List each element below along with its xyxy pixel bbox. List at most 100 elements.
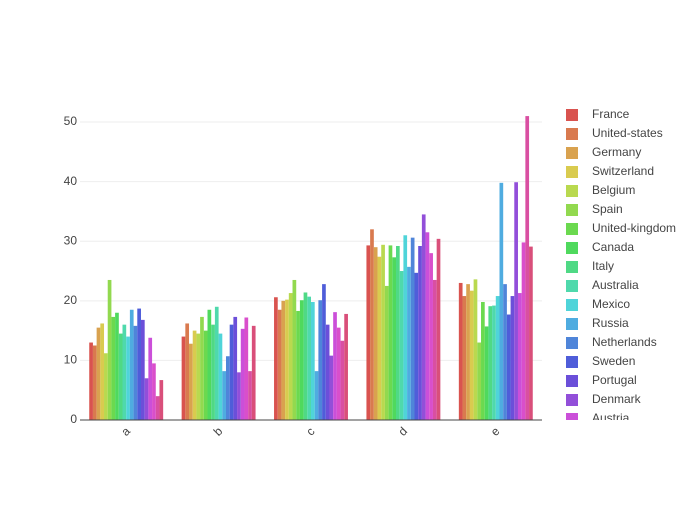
bar (222, 371, 226, 420)
legend-label: Denmark (592, 392, 642, 406)
bar (144, 378, 149, 420)
bar (381, 244, 385, 420)
legend-swatch (566, 299, 578, 311)
bar (140, 319, 145, 420)
bar (466, 284, 470, 420)
bar (336, 327, 341, 420)
bar (396, 245, 400, 420)
bar (473, 279, 478, 420)
legend-label: Austria (592, 411, 630, 425)
x-tick-label: b (211, 424, 226, 439)
bar (403, 235, 408, 420)
legend-label: Mexico (592, 297, 630, 311)
bar (318, 300, 323, 420)
legend-label: United-states (592, 126, 663, 140)
legend-label: Italy (592, 259, 614, 273)
legend-swatch (566, 280, 578, 292)
bar (421, 214, 426, 420)
bar (211, 324, 215, 420)
bar (281, 300, 286, 420)
bar (225, 356, 230, 420)
bar (181, 336, 186, 420)
bar (277, 309, 282, 420)
bar (410, 237, 415, 420)
bar (418, 245, 422, 420)
bar (285, 299, 289, 420)
bar (89, 342, 93, 420)
bar (126, 336, 130, 420)
bar (366, 245, 371, 420)
bar (514, 182, 518, 420)
bar (115, 312, 119, 420)
bar (100, 323, 105, 420)
bar (481, 302, 485, 420)
legend-label: Netherlands (592, 335, 657, 349)
bar (292, 279, 297, 420)
bar (506, 314, 511, 420)
y-tick-label: 40 (64, 174, 78, 188)
bar (484, 326, 489, 420)
bar (207, 309, 212, 420)
bar (96, 327, 101, 420)
legend-swatch (566, 356, 578, 368)
bar (414, 272, 419, 420)
bar (340, 340, 345, 420)
bar (137, 308, 141, 420)
bar (322, 284, 326, 420)
bar (521, 242, 526, 420)
bar (311, 302, 315, 420)
bar (296, 310, 300, 420)
bar (233, 316, 238, 420)
bar (288, 293, 293, 420)
legend: France United-states Germany Switzerland Bel… (566, 107, 676, 425)
bar (185, 323, 190, 420)
x-tick-label: d (396, 424, 411, 439)
y-tick-label: 30 (64, 233, 78, 247)
bar (122, 324, 127, 420)
bar (104, 353, 108, 420)
bar (240, 328, 245, 420)
y-tick-label: 20 (64, 293, 78, 307)
legend-swatch (566, 128, 578, 140)
bar (503, 284, 507, 420)
bar (458, 282, 463, 420)
bar (329, 355, 334, 420)
bar (244, 317, 249, 420)
bar (307, 296, 311, 420)
x-tick-label: e (488, 424, 503, 439)
bar (148, 337, 153, 420)
bars (89, 116, 533, 420)
bar (370, 229, 374, 420)
y-tick-label: 50 (64, 114, 78, 128)
bar (229, 324, 234, 420)
bar (399, 271, 404, 420)
bar (525, 116, 530, 420)
bar (192, 330, 197, 420)
bar (133, 325, 138, 420)
bar (436, 238, 441, 420)
legend-label: Portugal (592, 373, 637, 387)
bar (469, 290, 474, 420)
legend-swatch (566, 242, 578, 254)
legend-label: Russia (592, 316, 629, 330)
legend-swatch (566, 166, 578, 178)
bar (196, 333, 201, 420)
bar (373, 247, 378, 420)
bar (407, 266, 411, 420)
bar (388, 245, 393, 420)
legend-label: Canada (592, 240, 634, 254)
legend-swatch (566, 413, 578, 420)
bar (425, 232, 430, 420)
bar (488, 306, 493, 420)
bar (462, 296, 467, 420)
bar (299, 300, 304, 420)
legend-label: Germany (592, 145, 641, 159)
bar (314, 371, 319, 420)
bar (155, 396, 160, 420)
bar (203, 330, 208, 420)
bar (492, 305, 496, 420)
x-tick-label: a (118, 424, 133, 439)
bar (325, 324, 330, 420)
legend-label: Spain (592, 202, 623, 216)
legend-label: Australia (592, 278, 639, 292)
